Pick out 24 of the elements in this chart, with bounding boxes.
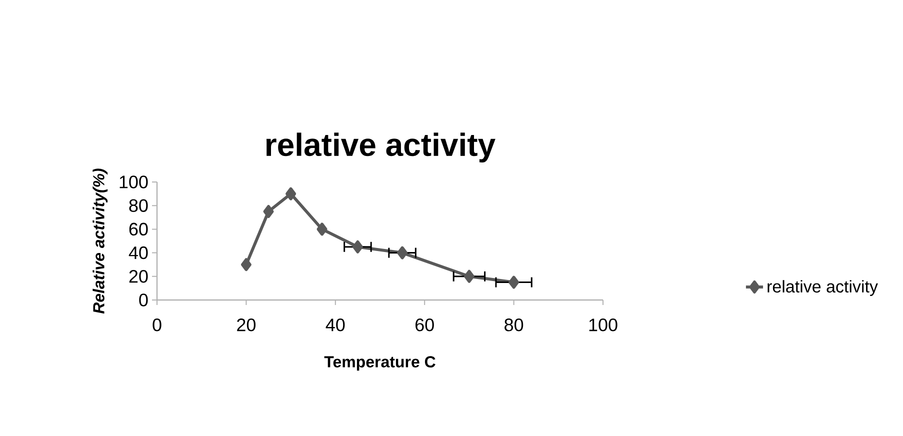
point (316, 222, 328, 236)
y-tick-label: 60 (129, 222, 148, 236)
point (352, 240, 363, 254)
x-axis-title: Temperature C (324, 356, 436, 371)
x-tick-label: 40 (326, 318, 345, 332)
point (286, 187, 296, 200)
point (508, 276, 520, 289)
y-tick-label: 20 (129, 270, 148, 283)
point (240, 258, 252, 272)
x-tick-label: 80 (504, 318, 524, 332)
chart-title: relative activity (266, 132, 496, 162)
legend-label: relative activity (768, 280, 878, 296)
point (397, 246, 408, 260)
x-tick-label: 20 (237, 318, 256, 332)
y-tick-label: 80 (129, 199, 148, 212)
x-tick-label: 60 (416, 318, 434, 332)
y-tick-label: 0 (139, 294, 148, 306)
y-tick-label: 40 (128, 246, 148, 260)
y-axis-title: Relative activity(%) (92, 168, 108, 314)
point (263, 204, 274, 218)
x-tick-label: 100 (589, 318, 618, 332)
y-tick-label: 100 (120, 176, 148, 188)
point (464, 270, 474, 283)
x-tick-label: 0 (152, 318, 162, 332)
